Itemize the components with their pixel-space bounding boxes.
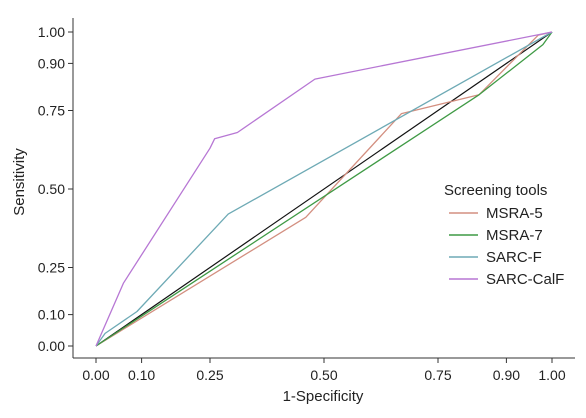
y-tick-label: 1.00 [38, 24, 65, 40]
legend-label-msra-5: MSRA-5 [486, 205, 543, 222]
x-tick-label: 1.00 [538, 367, 565, 383]
x-tick-label: 0.50 [310, 367, 337, 383]
reference-line [95, 31, 553, 347]
series-lines [95, 31, 553, 347]
series-line-sarc-calf [95, 31, 553, 347]
y-tick-label: 0.75 [38, 103, 65, 119]
y-tick-label: 0.25 [38, 260, 65, 276]
y-tick-label: 0.10 [38, 307, 65, 323]
y-axis-title: Sensitivity [11, 148, 28, 216]
reference-diagonal [95, 31, 553, 347]
legend-label-sarc-calf: SARC-CalF [486, 271, 564, 288]
legend-label-msra-7: MSRA-7 [486, 227, 543, 244]
x-tick-label: 0.25 [196, 367, 223, 383]
x-tick-label: 0.10 [128, 367, 155, 383]
series-line-msra-7 [95, 31, 553, 347]
y-tick-label: 0.00 [38, 338, 65, 354]
x-tick-label: 0.90 [493, 367, 520, 383]
tick-labels: 0.00 0.10 0.25 0.50 0.75 0.90 1.00 0.00 0.10 0.25… [38, 24, 566, 383]
legend-label-sarc-f: SARC-F [486, 249, 542, 266]
x-tick-label: 0.75 [424, 367, 451, 383]
y-tick-label: 0.90 [38, 55, 65, 71]
legend-title: Screening tools [444, 182, 547, 199]
axes [68, 18, 575, 363]
legend: Screening tools MSRA-5 MSRA-7 SARC-F SARC-C… [444, 182, 564, 288]
x-axis-title: 1-Specificity [283, 388, 364, 405]
x-tick-label: 0.00 [82, 367, 109, 383]
y-tick-label: 0.50 [38, 181, 65, 197]
series-line-sarc-f [95, 31, 553, 347]
